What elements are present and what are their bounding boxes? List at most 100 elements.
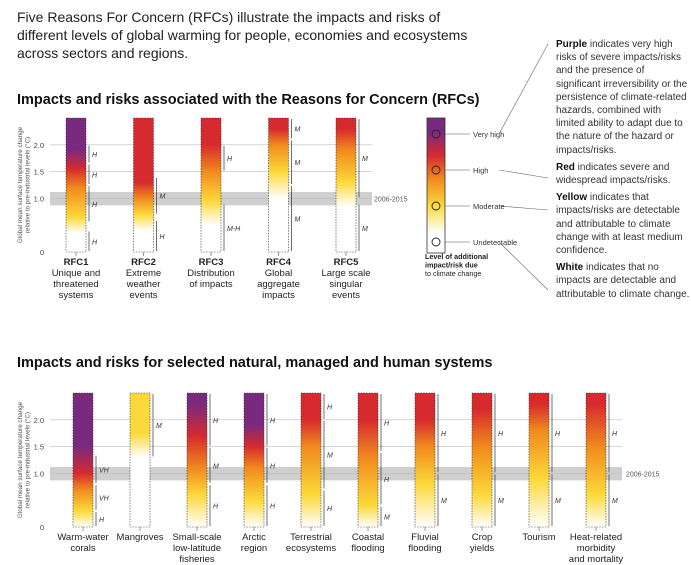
risk-bar-outline <box>335 117 357 253</box>
confidence-label: H <box>270 504 276 511</box>
category-label: Crop <box>472 532 493 543</box>
confidence-label: M <box>362 226 368 233</box>
risk-bar <box>201 118 221 252</box>
legend-level-marker <box>431 201 441 211</box>
risk-bar <box>529 393 549 527</box>
category-sublabel: singular <box>329 279 362 290</box>
category-sublabel: Distribution <box>187 268 235 279</box>
confidence-label: H <box>92 239 98 246</box>
confidence-label: H <box>270 418 276 425</box>
bottom-chart-title: Impacts and risks for selected natural, … <box>17 355 493 371</box>
risk-bar <box>66 118 86 252</box>
legend-level-marker <box>431 165 441 175</box>
confidence-label: H <box>270 463 276 470</box>
risk-bar-outline <box>186 392 208 528</box>
confidence-label: H <box>213 418 219 425</box>
legend-color-bar <box>426 117 446 254</box>
confidence-label: H <box>384 420 390 427</box>
y-tick-label: 1.0 <box>34 469 44 478</box>
band-label: 2006-2015 <box>374 196 408 203</box>
legend-connector <box>498 43 549 135</box>
legend-title: to climate change <box>425 269 481 278</box>
risk-bar <box>586 393 606 527</box>
category-label: RFC4 <box>266 257 292 268</box>
confidence-label: H <box>555 431 561 438</box>
confidence-label: H <box>160 234 166 241</box>
y-axis-label-line: relative to pre-industrial levels (°C) <box>24 412 32 508</box>
category-sublabel: Unique and <box>52 268 101 279</box>
risk-bar <box>244 393 264 527</box>
confidence-label: H <box>441 431 447 438</box>
color-explanation: Purple indicates very high risks of seve… <box>556 38 691 301</box>
confidence-label: H <box>99 517 105 524</box>
confidence-label: H <box>612 431 618 438</box>
confidence-label: H <box>92 152 98 159</box>
confidence-label: M <box>441 498 447 505</box>
category-label: Warm-water <box>57 532 108 543</box>
risk-bar <box>336 118 356 252</box>
category-sublabel: aggregate <box>257 279 300 290</box>
category-label: ecosystems <box>286 543 336 554</box>
risk-bar-outline <box>243 392 265 528</box>
category-label: region <box>241 543 267 554</box>
y-axis-label-line: Global mean surface temperature change <box>17 126 24 243</box>
confidence-label: M <box>498 498 504 505</box>
risk-bar <box>472 393 492 527</box>
note-key: Red <box>556 161 575 173</box>
risk-bar <box>133 118 154 252</box>
risk-bar <box>187 393 207 527</box>
category-label: corals <box>70 543 96 554</box>
category-label: Coastal <box>352 532 384 543</box>
note-yellow: Yellow indicates that impacts/risks are … <box>556 191 691 257</box>
risk-bar-outline <box>300 392 322 528</box>
confidence-label: H <box>498 431 504 438</box>
y-tick-label: 2.0 <box>34 141 44 150</box>
confidence-label: M <box>362 156 368 163</box>
confidence-label: H <box>92 172 98 179</box>
y-tick-label: 1.5 <box>34 443 44 452</box>
note-text: indicates severe and widespread impacts/… <box>556 161 671 187</box>
note-key: White <box>556 262 584 274</box>
category-label: and mortality <box>569 554 624 565</box>
risk-bar <box>130 393 150 527</box>
category-sublabel: of impacts <box>189 279 233 290</box>
category-label: RFC3 <box>199 257 224 268</box>
y-axis-label-line: Global mean surface temperature change <box>17 401 24 518</box>
confidence-label: VH <box>99 496 110 503</box>
confidence-label: M <box>295 127 301 134</box>
confidence-label: M <box>213 463 219 470</box>
category-sublabel: events <box>332 290 360 301</box>
category-label: Mangroves <box>117 532 164 543</box>
legend-connector <box>498 169 549 179</box>
legend-level-label: Moderate <box>473 202 505 211</box>
category-label: flooding <box>351 543 384 554</box>
legend-level-marker <box>431 237 441 247</box>
legend-title: impact/risk due <box>425 261 478 270</box>
category-sublabel: Extreme <box>126 268 161 279</box>
confidence-label: M-H <box>227 226 241 233</box>
risk-bar-outline <box>200 117 222 253</box>
note-red: Red indicates severe and widespread impa… <box>556 161 691 187</box>
confidence-label: H <box>213 504 219 511</box>
confidence-label: VH <box>99 467 110 474</box>
legend-level-label: High <box>473 166 488 175</box>
category-label: Arctic <box>242 532 266 543</box>
category-label: fisheries <box>179 554 215 565</box>
risk-bar-outline <box>528 392 550 528</box>
note-text: indicates that no impacts are detectable… <box>556 262 690 300</box>
note-key: Yellow <box>556 192 588 204</box>
confidence-label: M <box>555 498 561 505</box>
note-text: indicates that impacts/risks are detecta… <box>556 192 683 257</box>
category-label: low-latitude <box>173 543 221 554</box>
category-label: Fluvial <box>411 532 438 543</box>
y-tick-label: 0 <box>40 523 44 532</box>
confidence-label: H <box>327 404 333 411</box>
risk-bar-outline <box>414 392 436 528</box>
risk-bar-outline <box>585 392 607 528</box>
confidence-label: H <box>92 202 98 209</box>
category-label: RFC2 <box>131 257 156 268</box>
risk-bar <box>358 393 378 527</box>
legend-level-label: Undetectable <box>473 238 517 247</box>
risk-bar-outline <box>357 392 379 528</box>
